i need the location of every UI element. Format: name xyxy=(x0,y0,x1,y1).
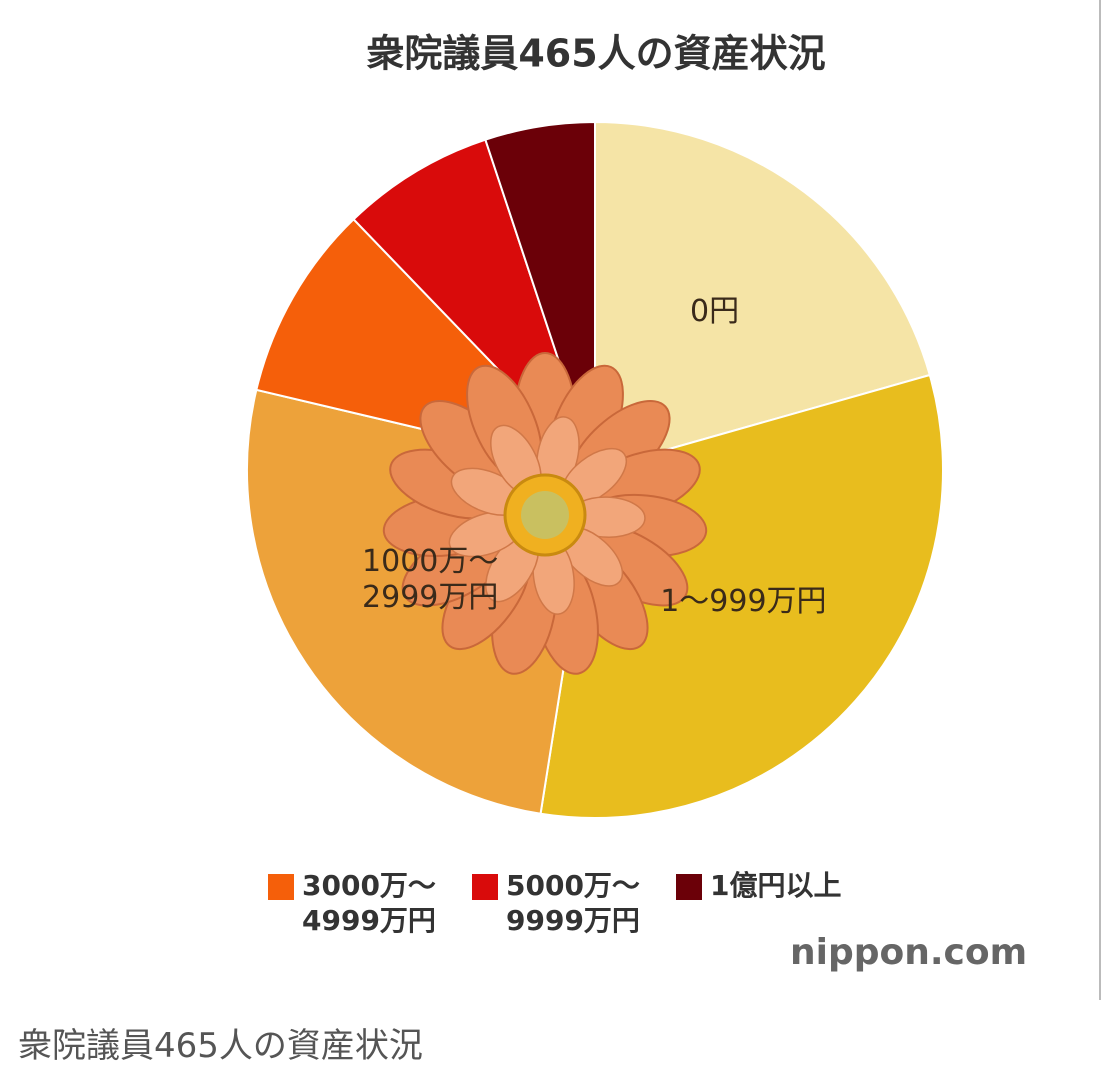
legend-swatch xyxy=(268,874,294,900)
slice-label: 0円 xyxy=(690,293,740,329)
slice-label: 1～999万円 xyxy=(660,583,827,619)
legend-item: 5000万～9999万円 xyxy=(472,868,646,938)
chart-title: 衆院議員465人の資産状況 xyxy=(366,32,825,76)
legend-item: 3000万～4999万円 xyxy=(268,868,442,938)
legend-swatch xyxy=(676,874,702,900)
pie-slice xyxy=(594,120,932,472)
legend: 3000万～4999万円 5000万～9999万円 1億円以上 xyxy=(268,868,841,938)
legend-item: 1億円以上 xyxy=(676,868,841,938)
legend-label: 3000万～4999万円 xyxy=(302,869,436,937)
caption: 衆院議員465人の資産状況 xyxy=(18,1026,423,1066)
flower-sticker xyxy=(382,352,708,675)
legend-label: 5000万～9999万円 xyxy=(506,869,640,937)
slice-label: 1000万～2999万円 xyxy=(362,544,499,616)
legend-label: 1億円以上 xyxy=(710,869,842,902)
legend-swatch xyxy=(472,874,498,900)
source-watermark: nippon.com xyxy=(790,932,1028,973)
